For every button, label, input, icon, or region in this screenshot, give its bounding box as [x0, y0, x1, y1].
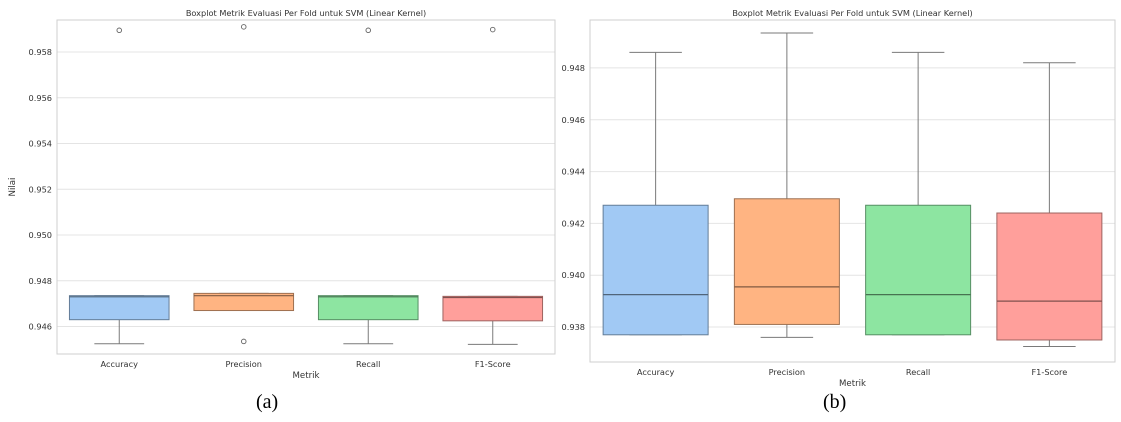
- box-precision: [193, 24, 295, 345]
- y-tick-label: 0.956: [29, 93, 52, 103]
- box-recall: [317, 27, 419, 345]
- outlier-point: [240, 24, 247, 30]
- x-tick-label: Recall: [906, 367, 930, 377]
- y-tick-label: 0.940: [562, 270, 585, 280]
- y-tick-label: 0.948: [29, 276, 52, 286]
- y-tick-label: 0.952: [29, 184, 52, 194]
- y-tick-label: 0.944: [562, 167, 585, 177]
- boxplot-chart-b: Boxplot Metrik Evaluasi Per Fold untuk S…: [562, 8, 1116, 389]
- iqr-box: [68, 295, 170, 321]
- x-tick-label: F1-Score: [1031, 367, 1067, 377]
- y-axis-label: Nilai: [8, 178, 18, 197]
- box-precision: [733, 32, 840, 338]
- y-tick-label: 0.950: [29, 230, 52, 240]
- boxplot-chart-a: Boxplot Metrik Evaluasi Per Fold untuk S…: [8, 8, 556, 381]
- x-tick-label: Accuracy: [637, 367, 675, 377]
- box-accuracy: [68, 27, 170, 345]
- y-tick-label: 0.958: [29, 47, 52, 57]
- iqr-box: [733, 198, 840, 325]
- iqr-box: [865, 204, 972, 336]
- x-tick-label: Accuracy: [101, 359, 139, 369]
- x-tick-label: Precision: [769, 367, 806, 377]
- chart-title: Boxplot Metrik Evaluasi Per Fold untuk S…: [186, 8, 426, 18]
- iqr-box: [193, 292, 295, 312]
- outlier-point: [116, 27, 122, 34]
- plot-frame: [56, 19, 556, 355]
- y-tick-label: 0.946: [29, 322, 52, 332]
- y-tick-label: 0.948: [562, 63, 585, 73]
- x-tick-label: F1-Score: [475, 359, 511, 369]
- plot-frame: [589, 19, 1116, 363]
- x-tick-label: Recall: [356, 359, 380, 369]
- outlier-point: [490, 26, 496, 33]
- outlier-point: [240, 338, 247, 345]
- iqr-box: [317, 295, 419, 321]
- box-accuracy: [602, 51, 709, 336]
- x-tick-label: Precision: [225, 359, 262, 369]
- panel-caption-b: (b): [823, 391, 847, 413]
- panel-caption-a: (a): [256, 391, 279, 413]
- iqr-box: [996, 212, 1103, 341]
- box-f1-score: [996, 62, 1103, 347]
- iqr-box: [442, 295, 544, 322]
- y-tick-label: 0.946: [562, 115, 585, 125]
- y-tick-label: 0.942: [562, 218, 585, 228]
- box-f1-score: [442, 26, 544, 345]
- x-axis-label: Metrik: [293, 371, 320, 381]
- box-recall: [865, 51, 972, 336]
- outlier-point: [365, 27, 372, 34]
- y-tick-label: 0.954: [29, 139, 52, 149]
- chart-title: Boxplot Metrik Evaluasi Per Fold untuk S…: [732, 8, 972, 18]
- iqr-box: [602, 204, 709, 336]
- y-tick-label: 0.938: [562, 322, 585, 332]
- x-axis-label: Metrik: [839, 379, 866, 389]
